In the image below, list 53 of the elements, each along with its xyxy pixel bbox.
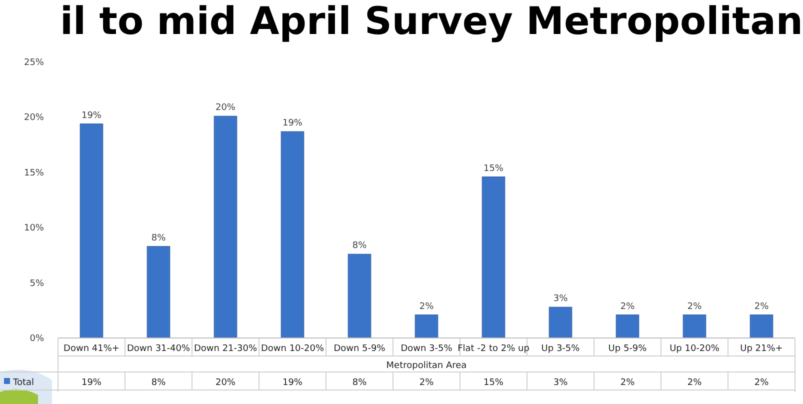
chart-title: il to mid April Survey Metropolitan [60,0,803,43]
bar [414,314,438,338]
data-label: 2% [687,378,702,388]
bar [482,176,506,338]
text: 19% [282,118,303,129]
y-tick-label: 5% [30,278,44,289]
x-axis-title: Metropolitan Area [386,361,467,371]
x-tick-label: Flat -2 to 2% up [458,344,530,354]
bar [280,131,304,338]
text: 2% [620,302,635,312]
text: 2% [419,302,434,312]
bar [750,314,774,338]
bar [146,246,170,338]
data-label: 2% [620,378,636,388]
data-label: 19% [81,378,102,388]
data-label: 15% [483,378,504,388]
bar [348,254,372,338]
text: 3% [553,294,568,304]
text: 20% [215,103,236,114]
legend-label: Total [12,378,34,388]
bar [682,314,706,338]
data-label: 2% [754,378,770,388]
text: 19% [81,110,102,121]
text: 2% [754,302,769,312]
x-tick-label: Up 3-5% [541,344,580,354]
x-tick-label: Down 31-40% [126,344,190,354]
data-label: 3% [553,378,568,388]
data-label: 19% [282,378,303,388]
data-label: 2% [419,378,434,388]
x-tick-label: Up 10-20% [670,344,720,354]
y-tick-label: 25% [24,58,44,68]
data-label: 20% [215,378,236,388]
bar [616,314,640,338]
x-tick-label: Down 3-5% [400,344,453,354]
bar [80,124,104,338]
x-tick-label: Down 10-20% [260,344,324,354]
x-tick-label: Down 5-9% [334,344,386,354]
text: 8% [151,233,166,244]
text: 15% [483,164,504,174]
x-tick-label: Down 21-30% [194,344,258,354]
data-label: 8% [352,378,368,388]
y-tick-label: 15% [24,168,44,178]
x-tick-label: Up 5-9% [608,344,648,354]
bar [214,116,238,338]
text: 8% [352,241,367,252]
y-tick-label: 10% [24,224,44,234]
data-label: 8% [151,378,166,388]
bar [548,306,572,338]
y-tick-label: 20% [24,113,44,124]
y-tick-label: 0% [30,334,44,344]
x-tick-label: Up 21%+ [740,344,783,354]
x-tick-label: Down 41%+ [64,344,120,354]
text: 2% [687,302,702,312]
